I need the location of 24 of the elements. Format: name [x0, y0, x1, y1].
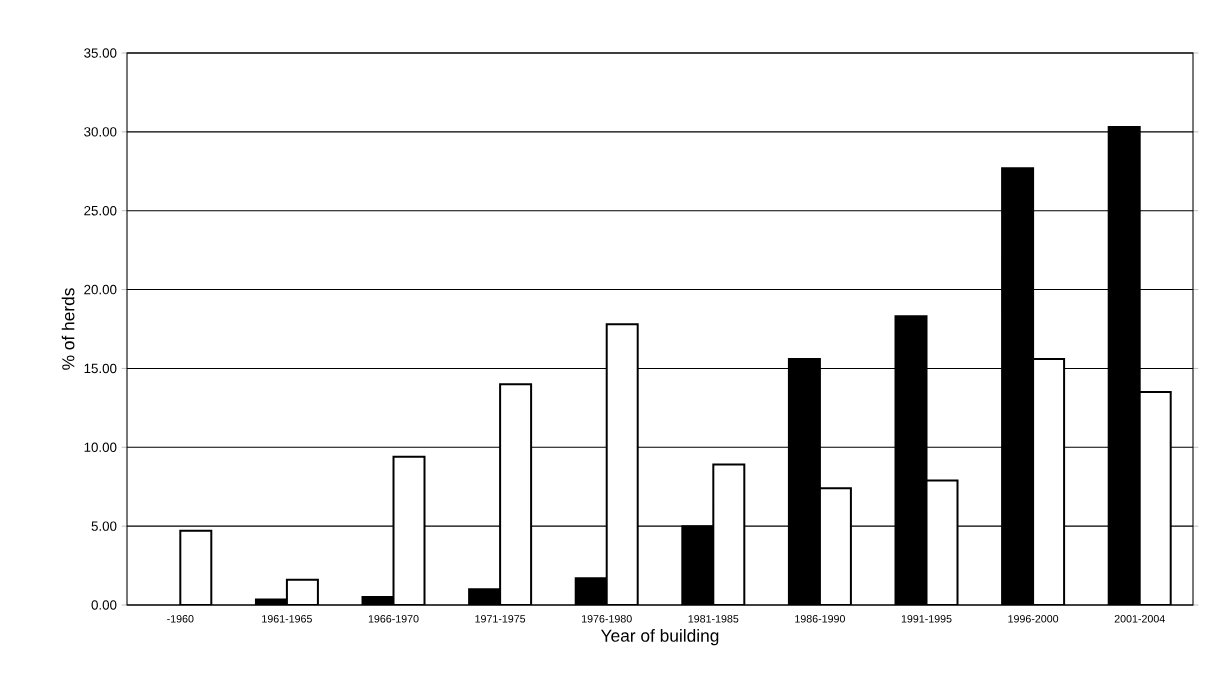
x-tick-label: 1991-1995: [901, 615, 952, 623]
x-tick-label: 1981-1985: [688, 615, 739, 623]
x-tick-label: 1971-1975: [475, 615, 526, 623]
x-tick-label: 1961-1965: [262, 615, 312, 623]
y-axis-title: % of herds: [61, 288, 75, 370]
x-tick-label: 1966-1970: [368, 615, 419, 623]
y-tick-label: 10.00: [84, 442, 117, 452]
bar: [1032, 357, 1066, 605]
y-tick-label: 30.00: [84, 127, 117, 137]
bar: [925, 479, 959, 605]
y-tick-label: 25.00: [84, 205, 117, 216]
bar: [1138, 391, 1172, 605]
bar: [818, 487, 852, 605]
x-tick-label: -1960: [167, 615, 194, 623]
x-tick-label: 2001-2004: [1114, 615, 1165, 623]
x-tick-label: 1986-1990: [795, 615, 845, 623]
y-tick-label: 20.00: [84, 284, 117, 295]
x-tick-label: 1996-2000: [1008, 615, 1059, 623]
x-axis-title: Year of building: [600, 629, 719, 646]
y-tick-label: 15.00: [84, 363, 117, 374]
y-tick-label: 35.00: [84, 48, 117, 58]
x-tick-label: 1976-1980: [582, 615, 632, 623]
y-tick-label: 5.00: [91, 521, 117, 531]
y-tick-label: 0.00: [91, 600, 117, 610]
